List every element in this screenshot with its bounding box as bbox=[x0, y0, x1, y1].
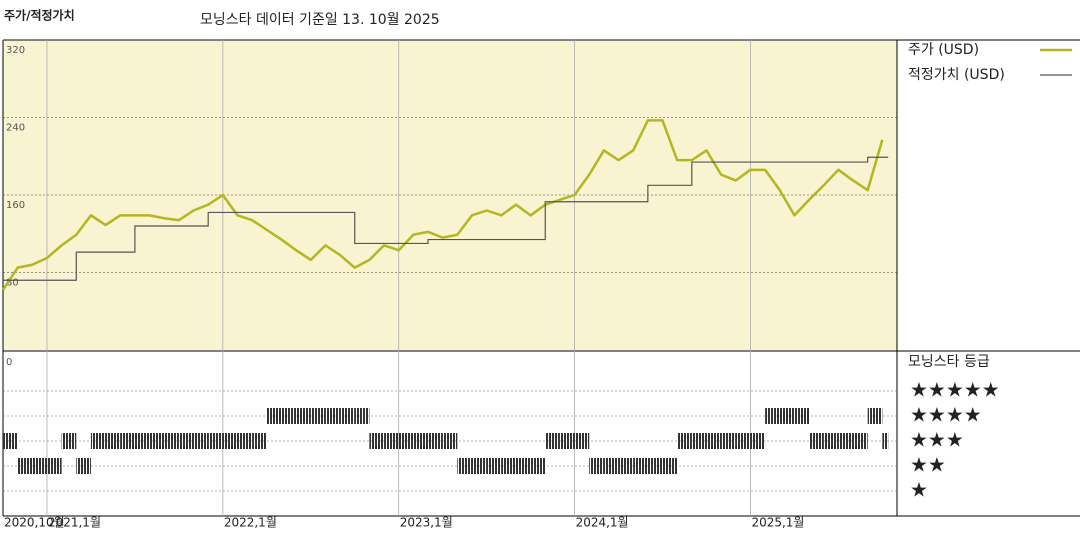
rating-bar bbox=[706, 433, 722, 449]
rating-bar bbox=[486, 458, 502, 474]
y-tick-label: 320 bbox=[6, 45, 25, 56]
rating-bar bbox=[677, 433, 692, 449]
rating-bar bbox=[603, 458, 619, 474]
rating-bar bbox=[735, 433, 751, 449]
rating-bar bbox=[794, 408, 810, 424]
rating-bar bbox=[178, 433, 194, 449]
rating-bar bbox=[765, 408, 780, 424]
rating-bar bbox=[193, 433, 209, 449]
rating-bar bbox=[515, 458, 531, 474]
rating-bar bbox=[310, 408, 326, 424]
rating-bar bbox=[428, 433, 443, 449]
rating-bar bbox=[105, 433, 121, 449]
rating-bar bbox=[398, 433, 414, 449]
x-tick-label: 2022,1월 bbox=[224, 516, 277, 530]
chart-subtitle: 모닝스타 데이터 기준일 13. 10월 2025 bbox=[200, 12, 440, 28]
rating-bar bbox=[208, 433, 223, 449]
rating-title: 모닝스타 등급 bbox=[908, 354, 990, 370]
rating-bar bbox=[882, 433, 889, 449]
x-tick-label: 2021,1월 bbox=[48, 516, 101, 530]
rating-bar bbox=[76, 458, 91, 474]
rating-legend: ★★ bbox=[910, 453, 946, 477]
rating-bar bbox=[281, 408, 297, 424]
rating-bar bbox=[530, 458, 546, 474]
rating-bar bbox=[559, 433, 575, 449]
rating-bar bbox=[618, 458, 634, 474]
rating-bar bbox=[413, 433, 429, 449]
rating-bar bbox=[853, 433, 868, 449]
rating-bar bbox=[809, 433, 824, 449]
rating-bar bbox=[61, 433, 77, 449]
rating-bar bbox=[134, 433, 150, 449]
rating-bar bbox=[252, 433, 267, 449]
x-tick-label: 2020,10월 bbox=[4, 516, 65, 530]
rating-bar bbox=[633, 458, 648, 474]
rating-bar bbox=[662, 458, 678, 474]
rating-bar bbox=[501, 458, 516, 474]
rating-bar bbox=[779, 408, 795, 424]
x-tick-label: 2025,1월 bbox=[751, 516, 804, 530]
rating-bar bbox=[46, 458, 62, 474]
rating-legend: ★ bbox=[910, 478, 928, 502]
rating-bar bbox=[354, 408, 370, 424]
rating-bar bbox=[149, 433, 165, 449]
rating-bar bbox=[369, 433, 385, 449]
rating-legend: ★★★★★ bbox=[910, 378, 1000, 402]
legend-label: 주가 (USD) bbox=[908, 42, 979, 58]
plot-background bbox=[3, 40, 897, 350]
rating-bar bbox=[120, 433, 135, 449]
rating-bar bbox=[574, 433, 590, 449]
series-line bbox=[1, 119, 884, 291]
rating-bar bbox=[838, 433, 854, 449]
rating-bar bbox=[823, 433, 839, 449]
rating-tick: 0 bbox=[6, 357, 12, 368]
rating-legend: ★★★ bbox=[910, 428, 964, 452]
rating-bar bbox=[867, 408, 883, 424]
rating-bar bbox=[17, 458, 33, 474]
rating-bar bbox=[721, 433, 736, 449]
rating-bar bbox=[266, 408, 282, 424]
series-line bbox=[3, 156, 889, 281]
y-tick-label: 240 bbox=[6, 123, 25, 134]
rating-bar bbox=[647, 458, 663, 474]
rating-bar bbox=[384, 433, 399, 449]
rating-bar bbox=[545, 433, 560, 449]
rating-bar bbox=[471, 458, 487, 474]
rating-bar bbox=[296, 408, 311, 424]
x-tick-label: 2023,1월 bbox=[400, 516, 453, 530]
y-tick-label: 80 bbox=[6, 278, 19, 289]
rating-bar bbox=[691, 433, 707, 449]
rating-bar bbox=[90, 433, 106, 449]
rating-bar bbox=[325, 408, 341, 424]
rating-bar bbox=[589, 458, 604, 474]
x-tick-label: 2024,1월 bbox=[576, 516, 629, 530]
rating-bar bbox=[340, 408, 355, 424]
chart-title: 주가/적정가치 bbox=[4, 8, 75, 23]
rating-legend: ★★★★ bbox=[910, 403, 982, 427]
rating-bar bbox=[442, 433, 458, 449]
legend-label: 적정가치 (USD) bbox=[908, 67, 1005, 83]
rating-bar bbox=[3, 433, 18, 449]
rating-bar bbox=[32, 458, 47, 474]
rating-bar bbox=[750, 433, 766, 449]
rating-bar bbox=[457, 458, 472, 474]
rating-bar bbox=[222, 433, 238, 449]
y-tick-label: 160 bbox=[6, 200, 25, 211]
rating-bar bbox=[164, 433, 179, 449]
rating-bar bbox=[237, 433, 253, 449]
